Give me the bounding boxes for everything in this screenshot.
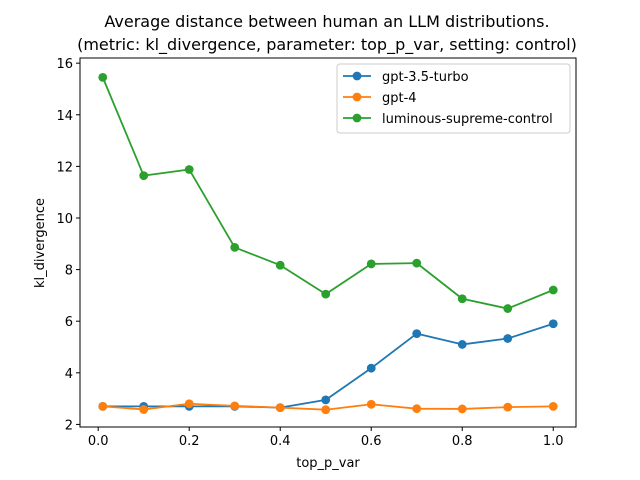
data-point-gpt-3.5-turbo	[503, 334, 513, 343]
data-point-gpt-4	[503, 402, 513, 412]
data-point-gpt-4	[366, 399, 376, 409]
data-point-gpt-4	[457, 404, 467, 414]
y-tick-label: 2	[65, 418, 73, 433]
data-point-gpt-3.5-turbo	[457, 340, 467, 349]
data-point-luminous-supreme-control	[184, 165, 194, 174]
data-point-luminous-supreme-control	[275, 260, 285, 270]
x-tick-label: 1.0	[543, 434, 564, 449]
data-point-luminous-supreme-control	[230, 243, 240, 252]
data-point-gpt-4	[275, 403, 285, 413]
y-tick-label: 12	[56, 160, 73, 175]
x-tick-label: 0.8	[452, 434, 473, 449]
data-point-luminous-supreme-control	[503, 304, 513, 313]
data-point-gpt-4	[230, 401, 240, 411]
series-layer	[98, 72, 558, 415]
data-point-gpt-4	[548, 401, 558, 411]
x-tick-label: 0.0	[88, 434, 109, 449]
legend-label: luminous-supreme-control	[382, 112, 553, 127]
data-point-luminous-supreme-control	[548, 285, 558, 295]
data-point-gpt-4	[412, 404, 422, 414]
data-point-gpt-3.5-turbo	[412, 329, 422, 338]
chart-title: Average distance between human an LLM di…	[104, 12, 549, 31]
x-axis: 0.0 0.2 0.4 0.6 0.8 1.0	[88, 427, 564, 449]
legend-label: gpt-4	[382, 91, 417, 106]
data-point-luminous-supreme-control	[98, 72, 108, 82]
plot-area-frame	[79, 57, 577, 428]
legend-marker	[352, 113, 362, 123]
y-tick-label: 6	[65, 315, 73, 330]
data-point-luminous-supreme-control	[457, 294, 467, 304]
data-point-gpt-4	[184, 399, 194, 409]
data-point-gpt-3.5-turbo	[321, 395, 331, 405]
data-point-gpt-4	[139, 405, 149, 414]
data-point-gpt-3.5-turbo	[548, 319, 558, 329]
legend-label: gpt-3.5-turbo	[382, 70, 469, 85]
y-tick-label: 16	[56, 57, 73, 72]
x-tick-label: 0.6	[361, 434, 382, 449]
y-tick-label: 14	[56, 109, 73, 124]
data-point-gpt-4	[321, 405, 331, 415]
data-point-luminous-supreme-control	[321, 289, 331, 299]
y-axis: 2 4 6 8 10 12 14 16	[56, 57, 80, 433]
y-tick-label: 8	[65, 264, 73, 279]
chart-subtitle: (metric: kl_divergence, parameter: top_p…	[77, 35, 577, 55]
x-tick-label: 0.4	[270, 434, 291, 449]
y-tick-label: 4	[65, 367, 73, 382]
data-point-gpt-3.5-turbo	[366, 363, 376, 373]
data-point-luminous-supreme-control	[412, 258, 422, 268]
legend-frame	[336, 63, 571, 134]
data-point-gpt-4	[98, 401, 108, 411]
series-line-gpt-3.5-turbo	[102, 322, 554, 409]
x-tick-label: 0.2	[179, 434, 200, 449]
y-axis-label: kl_divergence	[33, 198, 48, 288]
data-point-luminous-supreme-control	[366, 259, 376, 269]
x-axis-label: top_p_var	[296, 456, 360, 471]
data-point-luminous-supreme-control	[139, 171, 149, 181]
legend: gpt-3.5-turbo gpt-4 luminous-supreme-contr…	[336, 63, 571, 134]
y-tick-label: 10	[56, 212, 73, 227]
legend-marker	[352, 71, 362, 81]
legend-marker	[352, 92, 362, 102]
